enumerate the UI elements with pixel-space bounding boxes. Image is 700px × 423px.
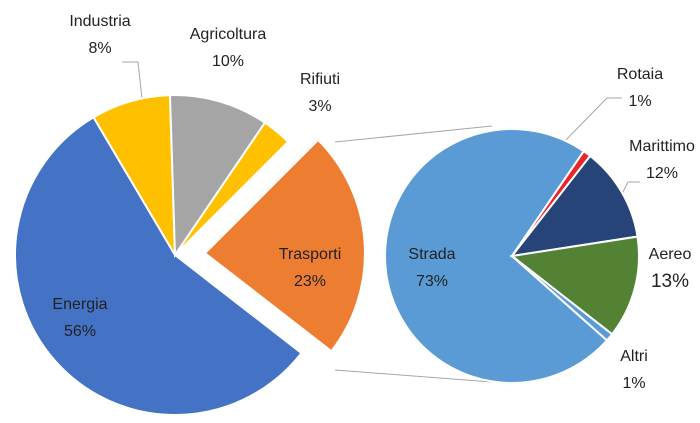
leader-line [555, 97, 622, 151]
slice-label: Industria [69, 13, 130, 30]
slice-value-label: 8% [88, 40, 111, 57]
slice-value-label: 1% [628, 93, 651, 110]
connector-line [334, 369, 493, 383]
pie-slice [174, 121, 290, 256]
slice-value-label: 56% [64, 323, 96, 340]
slice-label: Altri [620, 348, 648, 365]
slice-label: Rifiuti [300, 71, 340, 88]
pie-slice [384, 128, 609, 384]
leader-line [620, 181, 640, 197]
slice-label: Strada [408, 246, 455, 263]
slice-value-label: 13% [651, 271, 689, 292]
pie-slice [509, 235, 640, 336]
leader-line [122, 61, 144, 109]
slice-value-label: 23% [294, 273, 326, 290]
slice-value-label: 3% [308, 98, 331, 115]
connector-line [334, 125, 493, 143]
slice-label: Aereo [649, 246, 692, 263]
pie-slice [509, 154, 639, 258]
slice-value-label: 10% [212, 53, 244, 70]
slice-label: Marittimo [629, 138, 695, 155]
slice-value-label: 73% [416, 273, 448, 290]
slice-value-label: 12% [646, 165, 678, 182]
pie-slice [203, 138, 366, 353]
slice-label: Agricoltura [190, 26, 267, 43]
slice-value-label: 1% [622, 375, 645, 392]
slice-label: Energia [52, 296, 107, 313]
pie-slice [511, 255, 614, 342]
pie-slice [168, 94, 267, 259]
pie-slice [14, 115, 303, 416]
slice-label: Rotaia [617, 66, 663, 83]
slice-label: Trasporti [279, 246, 342, 263]
